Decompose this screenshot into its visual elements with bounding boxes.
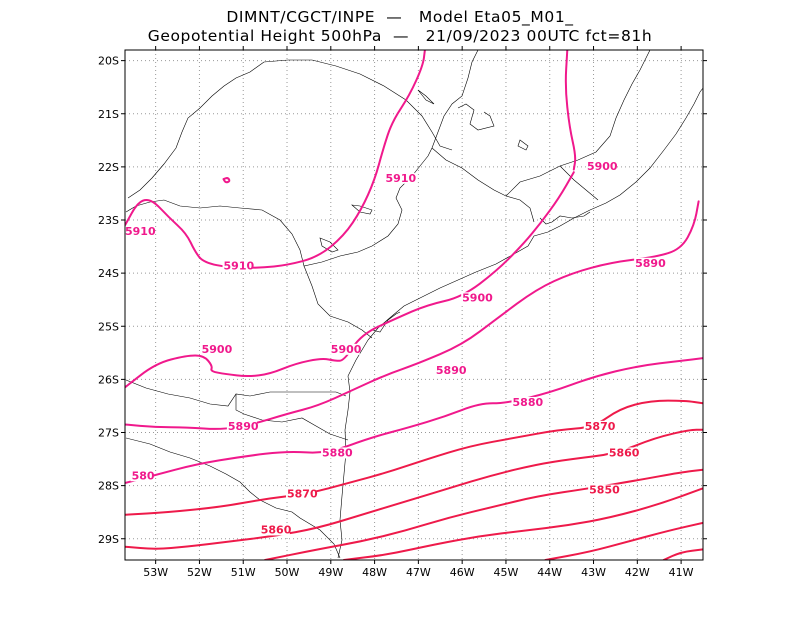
state-border	[125, 437, 341, 559]
contour-label: 5900	[202, 343, 233, 356]
contour-label: 5900	[587, 160, 618, 173]
state-border	[127, 61, 265, 199]
lat-tick-label: 28S	[98, 480, 119, 493]
lon-tick-label: 47W	[406, 566, 431, 579]
lon-tick-label: 46W	[450, 566, 475, 579]
lat-tick-label: 21S	[98, 108, 119, 121]
contour-label-bg	[259, 524, 290, 536]
contour-label-bg	[583, 420, 614, 432]
island	[319, 237, 339, 253]
contour-label: 5910	[386, 172, 417, 185]
lat-tick-label: 27S	[98, 427, 119, 440]
contour-label: 5880	[322, 446, 353, 459]
state-border	[431, 147, 535, 223]
contour-label-bg	[384, 172, 415, 184]
contour-label-bg	[226, 420, 257, 432]
gridlines	[125, 50, 703, 560]
axis-ticks: 53W 52W 51W 50W 49W 48W 47W 46W 45W 44W 43W 42W 41W 2…	[98, 46, 707, 579]
chart-title-line-2: Geopotential Height 500hPa — 21/09/2023 …	[147, 27, 653, 45]
state-border	[263, 59, 453, 151]
lat-tick-label: 29S	[98, 533, 119, 546]
contour-5910	[222, 177, 231, 184]
state-border	[125, 50, 479, 267]
state-border	[303, 265, 373, 339]
lon-tick-label: 53W	[143, 566, 168, 579]
contour-5880	[125, 357, 703, 484]
coastlines-and-borders	[125, 50, 703, 559]
contour-label-bg	[286, 488, 317, 500]
contour-label-bg	[634, 257, 665, 269]
state-border	[235, 394, 349, 441]
island	[517, 139, 529, 151]
contour-label: 5890	[436, 364, 467, 377]
island	[417, 89, 435, 105]
contour-5850	[264, 468, 703, 560]
contour-label-bg	[200, 343, 231, 355]
contour-label-bg	[588, 484, 619, 496]
contour-5890	[125, 200, 700, 430]
state-border	[505, 50, 651, 197]
contour-label: 5870	[287, 487, 318, 500]
contour-5830	[544, 521, 703, 560]
lon-tick-label: 44W	[537, 566, 562, 579]
contour-label: 5850	[589, 484, 620, 497]
contour-label: 5890	[635, 257, 666, 270]
contour-label: 5890	[228, 420, 259, 433]
lon-tick-label: 43W	[581, 566, 606, 579]
state-border	[559, 165, 599, 201]
island	[351, 204, 373, 215]
contour-label: 5900	[462, 291, 493, 304]
contour-label-bg	[461, 292, 492, 304]
contour-label-bg	[607, 447, 638, 459]
chart-title-line-1: DIMNT/CGCT/INPE — Model Eta05_M01_	[226, 8, 574, 26]
contour-5820	[662, 548, 703, 560]
contour-label: 5860	[609, 446, 640, 459]
contour-label-bg	[222, 260, 253, 272]
contour-labels: 5910 5910 5910 5900 5900 5900 5900 5890 5890 5890…	[124, 160, 666, 536]
contour-5900	[125, 171, 575, 389]
lon-tick-label: 48W	[362, 566, 387, 579]
contour-label-bg	[511, 396, 542, 408]
contour-label-bg	[130, 470, 154, 482]
contour-label-bg	[434, 365, 465, 377]
contour-label: 580	[132, 469, 155, 482]
contour-label: 5900	[331, 343, 362, 356]
contour-label-bg	[321, 447, 352, 459]
contour-label-bg	[329, 343, 360, 355]
contour-label: 5860	[261, 523, 292, 536]
lon-tick-label: 45W	[494, 566, 519, 579]
contour-5910	[125, 50, 426, 269]
plot-frame	[124, 49, 704, 561]
coastline	[337, 87, 703, 559]
lon-tick-label: 41W	[669, 566, 694, 579]
island	[539, 211, 591, 225]
lat-tick-label: 25S	[98, 320, 119, 333]
contour-label: 5870	[585, 420, 616, 433]
lon-tick-label: 52W	[187, 566, 212, 579]
contour-label-bg	[124, 225, 154, 237]
lon-tick-label: 42W	[625, 566, 650, 579]
lat-tick-label: 26S	[98, 373, 119, 386]
contour-label-bg	[585, 161, 616, 173]
island	[371, 311, 401, 333]
lon-tick-label: 49W	[318, 566, 343, 579]
contour-label: 5910	[125, 225, 156, 238]
island	[457, 103, 495, 131]
contour-5840	[342, 487, 703, 560]
lon-tick-label: 51W	[231, 566, 256, 579]
contour-label: 5910	[224, 259, 255, 272]
contour-5870	[125, 399, 703, 516]
lat-tick-label: 23S	[98, 214, 119, 227]
lon-tick-label: 50W	[275, 566, 300, 579]
contour-5900	[564, 50, 577, 171]
contour-label: 5880	[513, 396, 544, 409]
lat-tick-label: 20S	[98, 55, 119, 68]
lat-tick-label: 24S	[98, 267, 119, 280]
lat-tick-label: 22S	[98, 161, 119, 174]
